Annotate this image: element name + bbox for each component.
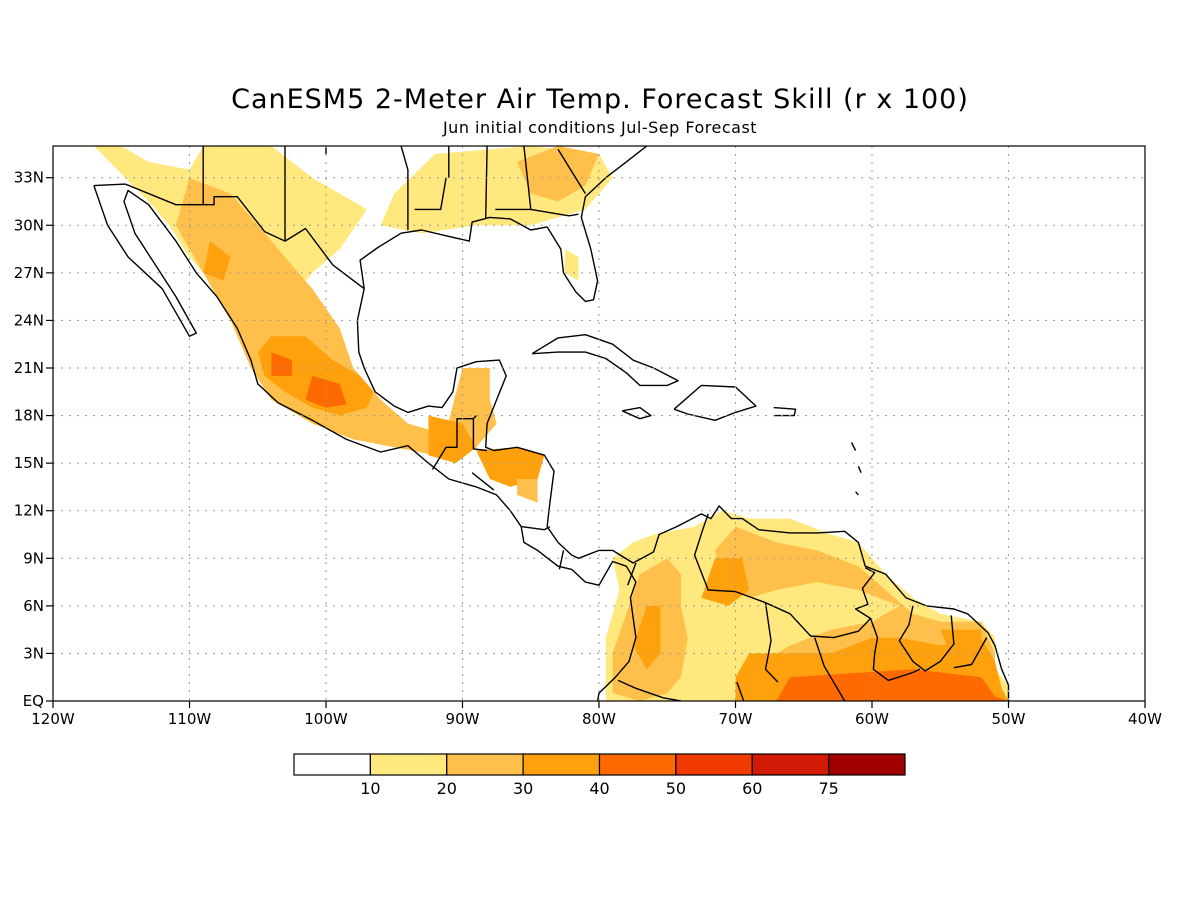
coastline-segment xyxy=(521,525,551,531)
coastline-segment xyxy=(356,288,1010,701)
skill-region-7 xyxy=(305,375,347,408)
coastline-segment xyxy=(953,637,988,669)
colorbar-swatch xyxy=(598,753,677,776)
map-title: CanESM5 2-Meter Air Temp. Forecast Skill… xyxy=(231,84,969,115)
colorbar-swatch xyxy=(751,753,830,776)
coastline-segment xyxy=(471,472,495,491)
skill-region-3 xyxy=(517,146,599,202)
skill-region-5 xyxy=(257,336,374,416)
coastline-segment xyxy=(530,208,579,217)
lat-tick-label: 18N xyxy=(14,407,44,425)
coastline-layer xyxy=(93,146,1010,701)
colorbar-swatch xyxy=(675,753,753,776)
colorbar-swatch xyxy=(522,753,601,776)
lat-tick-label: 30N xyxy=(14,216,44,234)
coastline-segment xyxy=(773,406,797,417)
coastline-segment xyxy=(627,562,637,586)
colorbar-swatch xyxy=(369,753,448,776)
coastline-segment xyxy=(814,637,846,701)
coastline-segment xyxy=(93,183,365,290)
lat-tick-label: 27N xyxy=(14,264,44,282)
coastline-segment xyxy=(485,146,488,219)
coastline-segment xyxy=(557,148,586,194)
lon-tick-label: 90W xyxy=(446,710,480,728)
coastline-segment xyxy=(617,679,682,701)
lon-tick-label: 110W xyxy=(168,710,212,728)
lon-tick-label: 40W xyxy=(1128,710,1162,728)
coastline-segment xyxy=(898,605,955,672)
colorbar-label: 20 xyxy=(437,779,457,798)
lat-tick-label: 21N xyxy=(14,359,44,377)
coastline-segment xyxy=(414,177,447,211)
coastline-segment xyxy=(693,513,779,683)
coastline-segment xyxy=(472,415,488,452)
skill-region-20 xyxy=(776,669,1009,701)
lat-tick-label: 24N xyxy=(14,311,44,329)
coastline-segment xyxy=(523,146,532,210)
lat-tick-label: 33N xyxy=(14,169,44,187)
lon-tick-label: 120W xyxy=(31,710,75,728)
lon-tick-label: 60W xyxy=(855,710,889,728)
colorbar: 10 20 30 40 50 60 75 xyxy=(293,753,906,798)
skill-fill-layer xyxy=(93,146,1009,701)
lat-tick-label: EQ xyxy=(23,692,44,710)
skill-region-12 xyxy=(564,249,579,281)
skill-region-4 xyxy=(203,241,231,281)
colorbar-swatch xyxy=(293,753,371,776)
coastline-segment xyxy=(93,185,637,701)
colorbar-label: 75 xyxy=(818,779,838,798)
lat-tick-label: 3N xyxy=(23,644,44,662)
skill-region-6 xyxy=(271,352,292,376)
coastline-segment xyxy=(736,681,745,701)
skill-region-10 xyxy=(476,447,545,487)
coastline-segment xyxy=(854,567,921,682)
colorbar-label: 30 xyxy=(513,779,533,798)
coastline-segment xyxy=(621,406,652,420)
lon-tick-label: 80W xyxy=(582,710,616,728)
lat-tick-label: 15N xyxy=(14,454,44,472)
skill-region-1 xyxy=(175,177,436,456)
colorbar-label: 10 xyxy=(360,779,380,798)
coastline-segment xyxy=(765,602,872,639)
coastline-segment xyxy=(531,334,679,387)
skill-region-11 xyxy=(517,479,538,503)
gridlines xyxy=(53,146,1145,701)
skill-region-9 xyxy=(428,415,477,464)
colorbar-swatch xyxy=(828,753,906,776)
axis-ticks: 120W 110W 100W 90W 80W 70W 60W 50W 40W EQ 3N 6N 9N 12… xyxy=(14,169,1162,728)
coastline-segment xyxy=(673,384,757,421)
colorbar-label: 60 xyxy=(742,779,762,798)
skill-region-17 xyxy=(701,558,750,606)
coastline-segment xyxy=(855,491,859,496)
coastline-segment xyxy=(558,550,565,570)
lon-tick-label: 70W xyxy=(719,710,753,728)
lon-tick-label: 100W xyxy=(304,710,348,728)
colorbar-label: 50 xyxy=(666,779,686,798)
lat-tick-label: 9N xyxy=(23,549,44,567)
coastline-segment xyxy=(850,442,857,451)
lat-tick-label: 12N xyxy=(14,502,44,520)
map-subtitle: Jun initial conditions Jul-Sep Forecast xyxy=(442,118,758,137)
colorbar-label: 40 xyxy=(589,779,609,798)
colorbar-swatch xyxy=(446,753,524,776)
lon-tick-label: 50W xyxy=(992,710,1026,728)
coastline-segment xyxy=(400,146,409,230)
coastline-segment xyxy=(857,466,862,473)
lat-tick-label: 6N xyxy=(23,597,44,615)
coastline-segment xyxy=(359,146,648,303)
